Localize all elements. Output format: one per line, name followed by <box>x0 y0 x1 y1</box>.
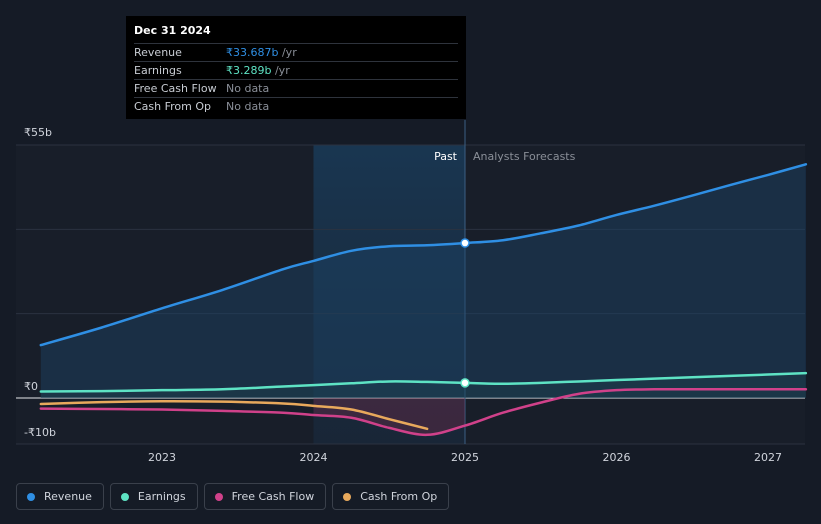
x-tick-label: 2024 <box>300 451 328 464</box>
revenue-dot-icon <box>27 492 35 501</box>
x-tick-label: 2025 <box>451 451 479 464</box>
tooltip-value: ₹33.687b /yr <box>226 46 297 59</box>
tooltip-label: Cash From Op <box>134 100 212 113</box>
tooltip-value: No data <box>226 100 270 113</box>
legend-item-revenue[interactable]: Revenue <box>16 483 104 510</box>
tooltip-date: Dec 31 2024 <box>134 24 211 37</box>
tooltip-label: Free Cash Flow <box>134 82 217 95</box>
x-tick-label: 2023 <box>148 451 176 464</box>
legend: Revenue Earnings Free Cash Flow Cash Fro… <box>16 483 450 510</box>
earnings-marker <box>460 378 470 388</box>
legend-label: Revenue <box>44 490 92 503</box>
x-tick-label: 2027 <box>754 451 782 464</box>
y-tick-label: -₹10b <box>24 426 56 439</box>
y-tick-label: ₹0 <box>24 380 38 393</box>
past-label: Past <box>434 150 458 163</box>
tooltip: Dec 31 2024 Revenue ₹33.687b /yr Earning… <box>126 16 466 119</box>
tooltip-unit: /yr <box>271 64 290 77</box>
revenue-marker <box>460 238 470 248</box>
earnings-dot-icon <box>120 492 129 501</box>
tooltip-number: ₹3.289b <box>226 64 272 77</box>
legend-item-free-cash-flow[interactable]: Free Cash Flow <box>203 483 327 510</box>
cash-from-op-line <box>39 399 429 431</box>
tooltip-row-earnings: Earnings ₹3.289b /yr <box>134 61 458 79</box>
tooltip-row-cash-from-op: Cash From Op No data <box>134 97 458 115</box>
x-tick-label: 2026 <box>603 451 631 464</box>
tooltip-label: Earnings <box>134 64 182 77</box>
y-tick-label: ₹55b <box>24 126 52 139</box>
tooltip-number: ₹33.687b <box>226 46 279 59</box>
legend-label: Earnings <box>137 490 186 503</box>
tooltip-row-free-cash-flow: Free Cash Flow No data <box>134 79 458 97</box>
tooltip-row-revenue: Revenue ₹33.687b /yr <box>134 43 458 61</box>
cash-from-op-dot-icon <box>343 492 352 501</box>
tooltip-label: Revenue <box>134 46 182 59</box>
legend-label: Cash From Op <box>360 490 438 503</box>
tooltip-value: ₹3.289b /yr <box>226 64 290 77</box>
free-cash-flow-dot-icon <box>214 492 223 501</box>
earnings-area <box>40 373 806 398</box>
legend-item-cash-from-op[interactable]: Cash From Op <box>332 483 450 510</box>
legend-item-earnings[interactable]: Earnings <box>109 483 198 510</box>
revenue-area <box>40 164 806 398</box>
legend-label: Free Cash Flow <box>231 490 315 503</box>
free-cash-flow-line <box>39 387 808 437</box>
tooltip-unit: /yr <box>278 46 297 59</box>
tooltip-value: No data <box>226 82 270 95</box>
past-region <box>313 145 465 444</box>
forecast-label: Analysts Forecasts <box>473 150 576 163</box>
free-cash-flow-area <box>313 398 465 435</box>
